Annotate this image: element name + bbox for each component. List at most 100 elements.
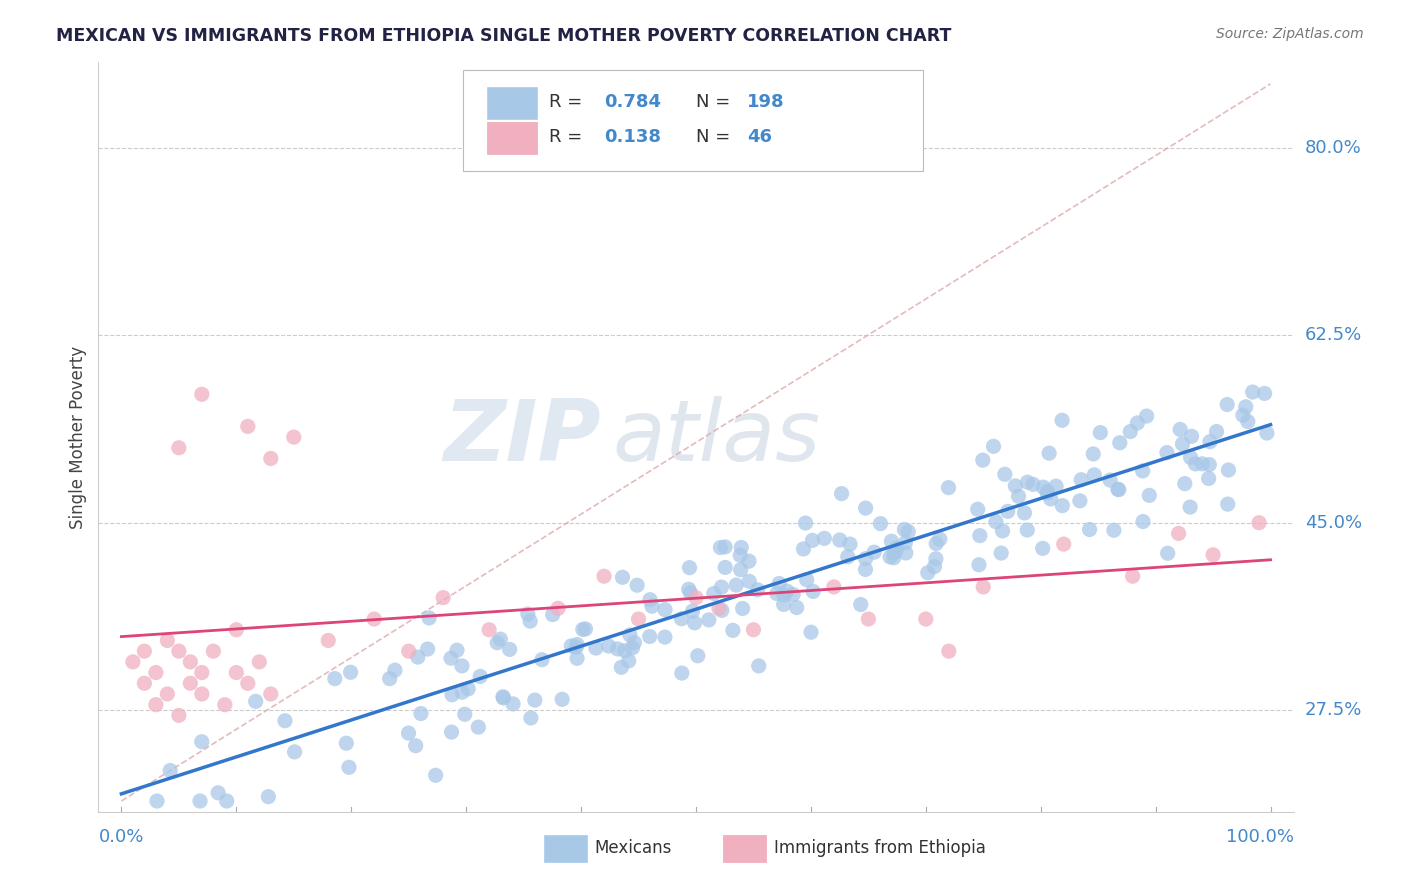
Text: N =: N = bbox=[696, 93, 730, 112]
Point bbox=[486, 636, 509, 650]
FancyBboxPatch shape bbox=[544, 835, 588, 862]
Point bbox=[551, 692, 574, 706]
Point bbox=[886, 541, 908, 556]
Point bbox=[565, 651, 588, 665]
Point bbox=[214, 698, 236, 712]
Point bbox=[1136, 409, 1159, 423]
Point bbox=[823, 580, 845, 594]
Point bbox=[1241, 385, 1264, 400]
Text: 198: 198 bbox=[748, 93, 785, 112]
Point bbox=[883, 550, 905, 565]
Point bbox=[721, 624, 744, 638]
Point bbox=[1216, 397, 1239, 411]
FancyBboxPatch shape bbox=[486, 87, 537, 119]
Point bbox=[1171, 437, 1194, 451]
Point bbox=[405, 739, 427, 753]
Text: MEXICAN VS IMMIGRANTS FROM ETHIOPIA SINGLE MOTHER POVERTY CORRELATION CHART: MEXICAN VS IMMIGRANTS FROM ETHIOPIA SING… bbox=[56, 27, 952, 45]
Point bbox=[730, 563, 752, 577]
Point bbox=[925, 551, 948, 566]
Point bbox=[773, 588, 796, 602]
Point bbox=[730, 541, 752, 555]
Point bbox=[457, 681, 479, 696]
Point bbox=[855, 551, 877, 566]
Point bbox=[782, 587, 804, 601]
Text: atlas: atlas bbox=[613, 395, 820, 479]
Point bbox=[191, 387, 214, 401]
Point bbox=[416, 642, 439, 657]
Point bbox=[638, 630, 661, 644]
Point bbox=[1156, 546, 1178, 560]
Point bbox=[398, 726, 420, 740]
Point bbox=[572, 623, 595, 637]
Point bbox=[794, 516, 817, 530]
Point bbox=[1102, 523, 1125, 537]
Point bbox=[683, 615, 706, 630]
Point bbox=[1052, 499, 1074, 513]
Point bbox=[678, 560, 700, 574]
Point bbox=[1191, 457, 1213, 471]
Point bbox=[191, 665, 214, 680]
Point bbox=[697, 613, 720, 627]
Point bbox=[245, 694, 267, 708]
Point bbox=[378, 672, 401, 686]
Point bbox=[1108, 435, 1130, 450]
Point bbox=[894, 535, 917, 549]
Point bbox=[225, 623, 247, 637]
Point bbox=[884, 544, 907, 558]
Text: 27.5%: 27.5% bbox=[1305, 701, 1362, 719]
Point bbox=[1017, 475, 1039, 490]
Point bbox=[869, 516, 891, 531]
Point bbox=[1090, 425, 1112, 440]
Point bbox=[134, 644, 156, 658]
Point bbox=[284, 745, 307, 759]
Point bbox=[1078, 523, 1101, 537]
Point bbox=[893, 523, 915, 537]
Text: 46: 46 bbox=[748, 128, 772, 146]
Point bbox=[725, 578, 748, 592]
Point bbox=[1247, 516, 1270, 530]
Point bbox=[167, 644, 190, 658]
Point bbox=[1218, 463, 1240, 477]
Point bbox=[831, 486, 853, 500]
Point bbox=[247, 655, 270, 669]
Point bbox=[215, 794, 238, 808]
Point bbox=[502, 697, 524, 711]
Point bbox=[880, 534, 903, 549]
Point bbox=[337, 760, 360, 774]
Point bbox=[1032, 541, 1054, 556]
Point bbox=[260, 451, 283, 466]
Point bbox=[207, 786, 229, 800]
Text: 0.784: 0.784 bbox=[605, 93, 661, 112]
Point bbox=[613, 643, 636, 657]
Point bbox=[606, 641, 628, 656]
Point bbox=[1180, 429, 1202, 443]
Point bbox=[339, 665, 361, 680]
Point bbox=[938, 481, 960, 495]
Text: R =: R = bbox=[548, 128, 582, 146]
Point bbox=[623, 635, 645, 649]
Point bbox=[1007, 489, 1029, 503]
Point bbox=[972, 580, 994, 594]
Point bbox=[619, 628, 641, 642]
Point bbox=[363, 612, 385, 626]
Point bbox=[994, 467, 1017, 482]
Point bbox=[801, 533, 824, 548]
Point bbox=[849, 598, 872, 612]
Point bbox=[274, 714, 297, 728]
Point bbox=[593, 569, 616, 583]
Point bbox=[800, 625, 823, 640]
Point bbox=[730, 549, 752, 563]
Point bbox=[167, 441, 190, 455]
Point bbox=[917, 566, 939, 580]
Point bbox=[489, 632, 512, 646]
Point bbox=[432, 591, 454, 605]
Point bbox=[1038, 446, 1060, 460]
Text: 62.5%: 62.5% bbox=[1305, 326, 1362, 344]
Point bbox=[924, 559, 946, 574]
Point bbox=[638, 592, 661, 607]
Point bbox=[682, 604, 704, 618]
Point bbox=[565, 640, 588, 655]
Point bbox=[969, 528, 991, 542]
Text: 0.138: 0.138 bbox=[605, 128, 661, 146]
Point bbox=[897, 524, 920, 539]
